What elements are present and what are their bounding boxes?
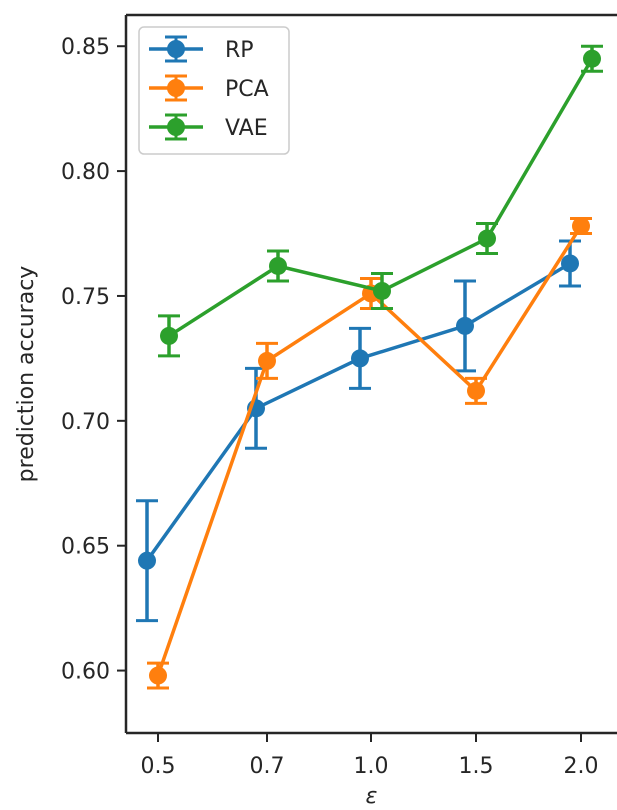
axis-ticks: 0.60 0.65 0.70 0.75 0.80 0.85 0.5 0.7 1.0 1.5 2.0 (61, 35, 598, 779)
legend-marker (167, 79, 185, 97)
y-tick-label: 0.85 (61, 35, 110, 60)
data-point (258, 351, 276, 370)
data-point (373, 281, 391, 300)
data-point (583, 49, 601, 68)
legend-marker (167, 40, 185, 58)
x-axis-label: ε (366, 784, 378, 809)
x-tick-label: 0.7 (250, 754, 285, 779)
legend-label: PCA (225, 77, 269, 102)
data-point (478, 229, 496, 248)
y-tick-label: 0.70 (61, 410, 110, 435)
data-point (351, 349, 369, 368)
data-point (572, 217, 590, 236)
series-pca (147, 217, 592, 690)
legend: RP PCA VAE (138, 26, 290, 155)
series-layer (136, 44, 603, 690)
data-point (138, 551, 156, 570)
legend-label: RP (225, 38, 254, 63)
y-tick-label: 0.75 (61, 285, 110, 310)
legend-marker (167, 118, 185, 136)
series-vae (158, 44, 603, 358)
data-point (269, 256, 287, 275)
data-point (160, 326, 178, 345)
data-point (149, 666, 167, 685)
legend-entry-rp: RP (149, 35, 254, 63)
legend-entry-pca: PCA (149, 74, 269, 102)
y-tick-label: 0.60 (61, 660, 110, 685)
series-rp (136, 239, 581, 623)
x-tick-label: 2.0 (564, 754, 599, 779)
y-axis-label: prediction accuracy (14, 266, 39, 483)
legend-label: VAE (225, 116, 268, 141)
data-point (561, 254, 579, 273)
x-tick-label: 0.5 (141, 754, 176, 779)
y-tick-label: 0.65 (61, 535, 110, 560)
x-tick-label: 1.5 (459, 754, 494, 779)
legend-entry-vae: VAE (149, 113, 268, 141)
y-tick-label: 0.80 (61, 160, 110, 185)
data-point (467, 381, 485, 400)
x-tick-label: 1.0 (354, 754, 389, 779)
data-point (456, 316, 474, 335)
